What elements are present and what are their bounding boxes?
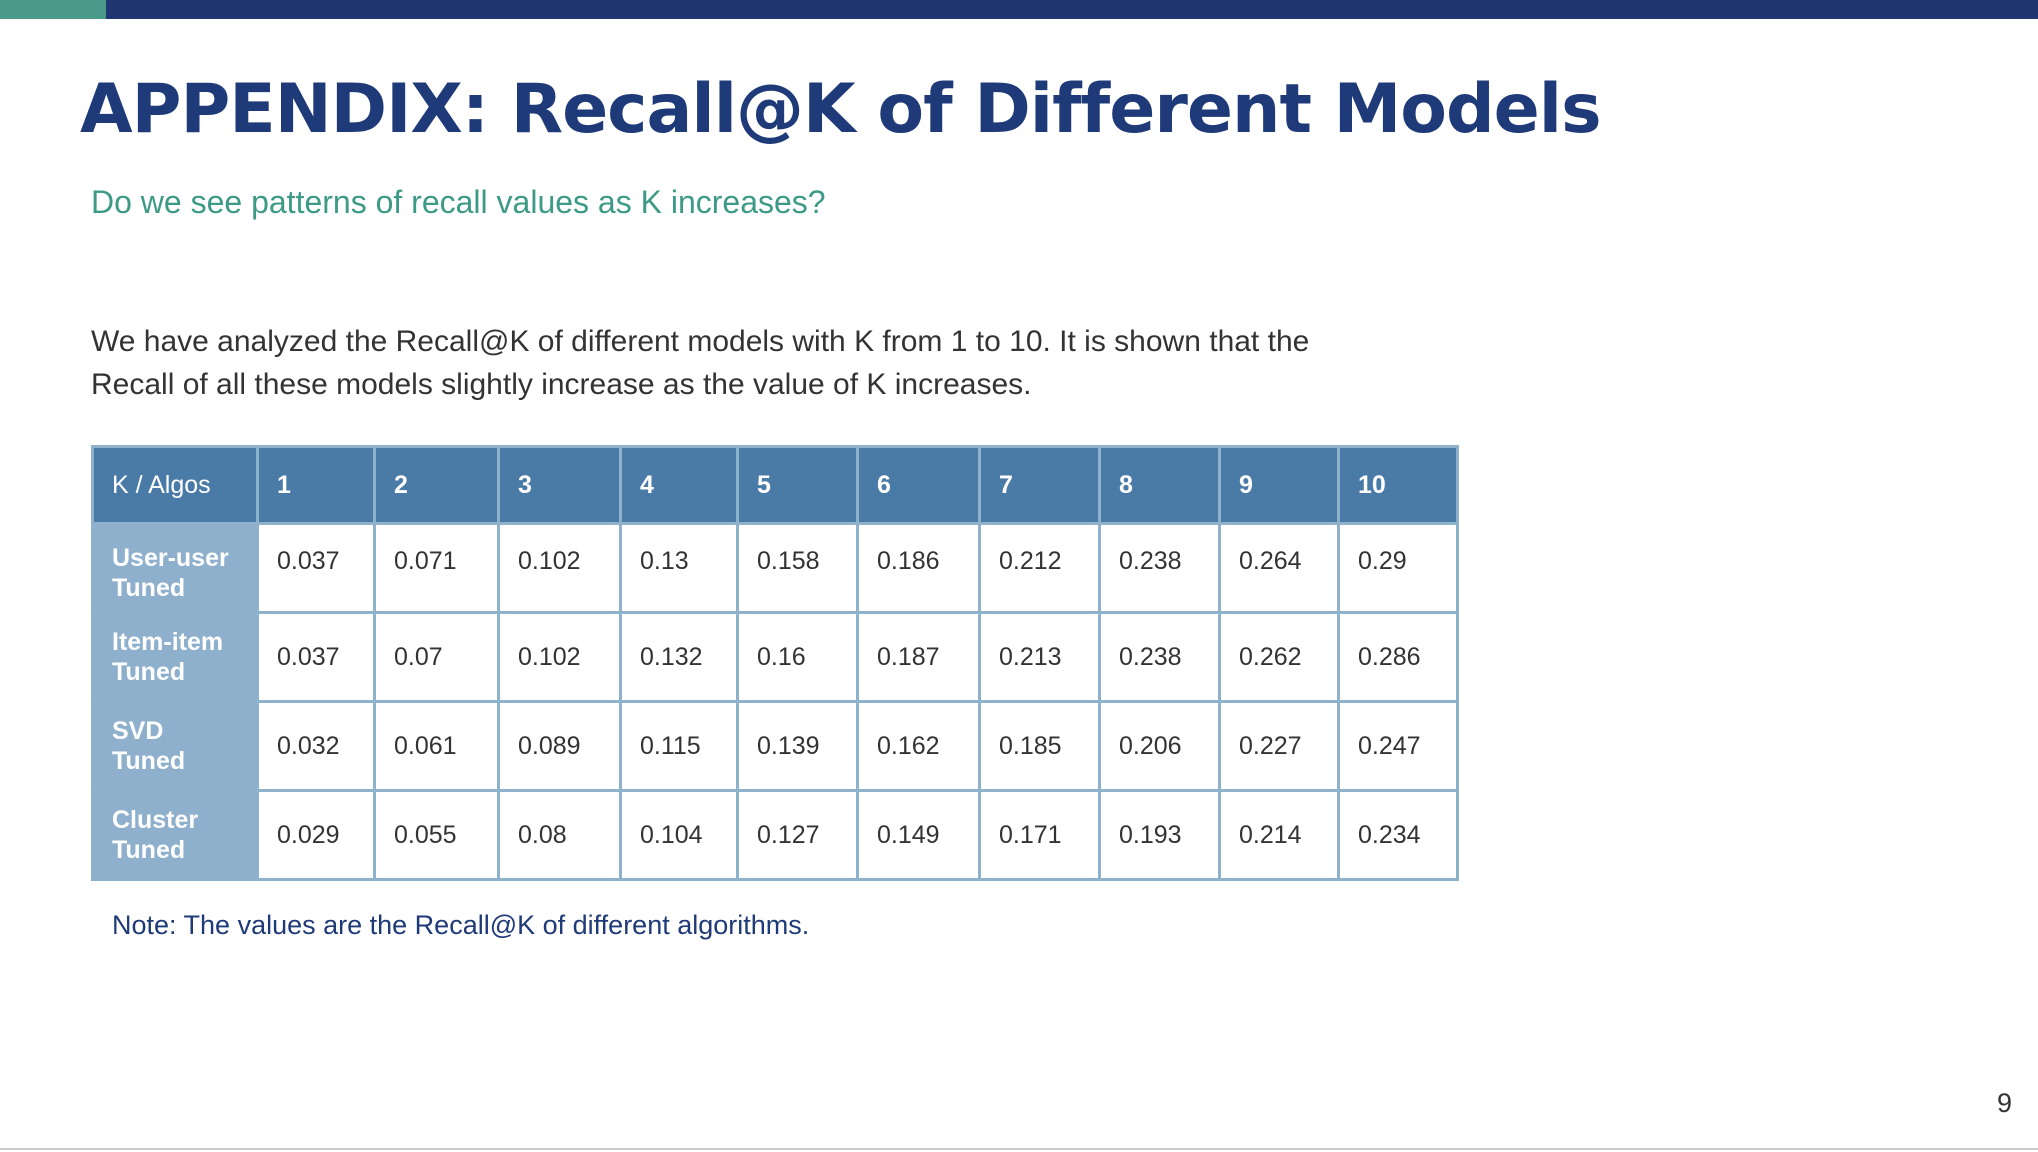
table-cell: 0.234 — [1337, 789, 1459, 881]
row-label: Cluster Tuned — [91, 789, 259, 881]
table-cell: 0.089 — [497, 700, 622, 792]
table-cell: 0.206 — [1098, 700, 1221, 792]
table-cell: 0.104 — [619, 789, 739, 881]
table-row: SVD Tuned 0.032 0.061 0.089 0.115 0.139 0… — [91, 700, 1459, 792]
column-header: 5 — [736, 445, 859, 525]
row-label-line: Tuned — [112, 574, 186, 602]
table-note: Note: The values are the Recall@K of dif… — [112, 910, 810, 940]
table-cell: 0.238 — [1098, 522, 1221, 614]
column-header: 6 — [856, 445, 981, 525]
top-bar — [106, 0, 2038, 19]
table-cell: 0.162 — [856, 700, 981, 792]
table-cell: 0.102 — [497, 611, 622, 703]
body-line: We have analyzed the Recall@K of differe… — [91, 325, 1310, 358]
row-label-line: Tuned — [112, 836, 186, 864]
table-cell: 0.055 — [373, 789, 500, 881]
table-cell: 0.214 — [1218, 789, 1340, 881]
column-header: 4 — [619, 445, 739, 525]
table-cell: 0.139 — [736, 700, 859, 792]
corner-header: K / Algos — [91, 445, 259, 525]
table-cell: 0.213 — [978, 611, 1101, 703]
table-cell: 0.127 — [736, 789, 859, 881]
table-cell: 0.264 — [1218, 522, 1340, 614]
table-cell: 0.212 — [978, 522, 1101, 614]
table-cell: 0.08 — [497, 789, 622, 881]
body-paragraph: We have analyzed the Recall@K of differe… — [91, 320, 1491, 406]
slide-subtitle: Do we see patterns of recall values as K… — [91, 184, 826, 220]
table-cell: 0.13 — [619, 522, 739, 614]
row-label-line: Cluster — [112, 806, 199, 834]
table-cell: 0.187 — [856, 611, 981, 703]
bottom-divider — [0, 1148, 2038, 1150]
table-cell: 0.193 — [1098, 789, 1221, 881]
table-cell: 0.29 — [1337, 522, 1459, 614]
slide-title: APPENDIX: Recall@K of Different Models — [80, 70, 1602, 149]
table-cell: 0.186 — [856, 522, 981, 614]
table-cell: 0.286 — [1337, 611, 1459, 703]
row-label-line: SVD — [112, 717, 164, 745]
table-cell: 0.171 — [978, 789, 1101, 881]
row-label-line: User-user — [112, 544, 229, 572]
table-row: Item-item Tuned 0.037 0.07 0.102 0.132 0.… — [91, 611, 1459, 703]
table-cell: 0.262 — [1218, 611, 1340, 703]
table-cell: 0.037 — [256, 611, 376, 703]
table-cell: 0.149 — [856, 789, 981, 881]
column-header: 10 — [1337, 445, 1459, 525]
table-cell: 0.158 — [736, 522, 859, 614]
table-cell: 0.132 — [619, 611, 739, 703]
table-cell: 0.032 — [256, 700, 376, 792]
table-cell: 0.07 — [373, 611, 500, 703]
row-label-line: Item-item — [112, 628, 224, 656]
column-header: 2 — [373, 445, 500, 525]
table-cell: 0.037 — [256, 522, 376, 614]
row-label-line: Tuned — [112, 658, 186, 686]
table-header-row: K / Algos 1 2 3 4 5 6 7 8 9 10 — [91, 445, 1459, 525]
table-row: User-user Tuned 0.037 0.071 0.102 0.13 0.… — [91, 522, 1459, 614]
page-number: 9 — [1996, 1088, 2012, 1118]
column-header: 8 — [1098, 445, 1221, 525]
row-label: User-user Tuned — [91, 522, 259, 614]
body-line: Recall of all these models slightly incr… — [91, 368, 1032, 401]
column-header: 9 — [1218, 445, 1340, 525]
row-label: Item-item Tuned — [91, 611, 259, 703]
table-cell: 0.061 — [373, 700, 500, 792]
table-cell: 0.071 — [373, 522, 500, 614]
table-cell: 0.238 — [1098, 611, 1221, 703]
row-label-line: Tuned — [112, 747, 186, 775]
column-header: 7 — [978, 445, 1101, 525]
table-cell: 0.185 — [978, 700, 1101, 792]
table-cell: 0.227 — [1218, 700, 1340, 792]
table-cell: 0.115 — [619, 700, 739, 792]
table-cell: 0.029 — [256, 789, 376, 881]
table-cell: 0.16 — [736, 611, 859, 703]
table-row: Cluster Tuned 0.029 0.055 0.08 0.104 0.12… — [91, 789, 1459, 881]
column-header: 3 — [497, 445, 622, 525]
column-header: 1 — [256, 445, 376, 525]
top-bar-accent — [0, 0, 106, 19]
table-cell: 0.247 — [1337, 700, 1459, 792]
row-label: SVD Tuned — [91, 700, 259, 792]
table-cell: 0.102 — [497, 522, 622, 614]
recall-table: K / Algos 1 2 3 4 5 6 7 8 9 10 User-user… — [91, 445, 1459, 881]
